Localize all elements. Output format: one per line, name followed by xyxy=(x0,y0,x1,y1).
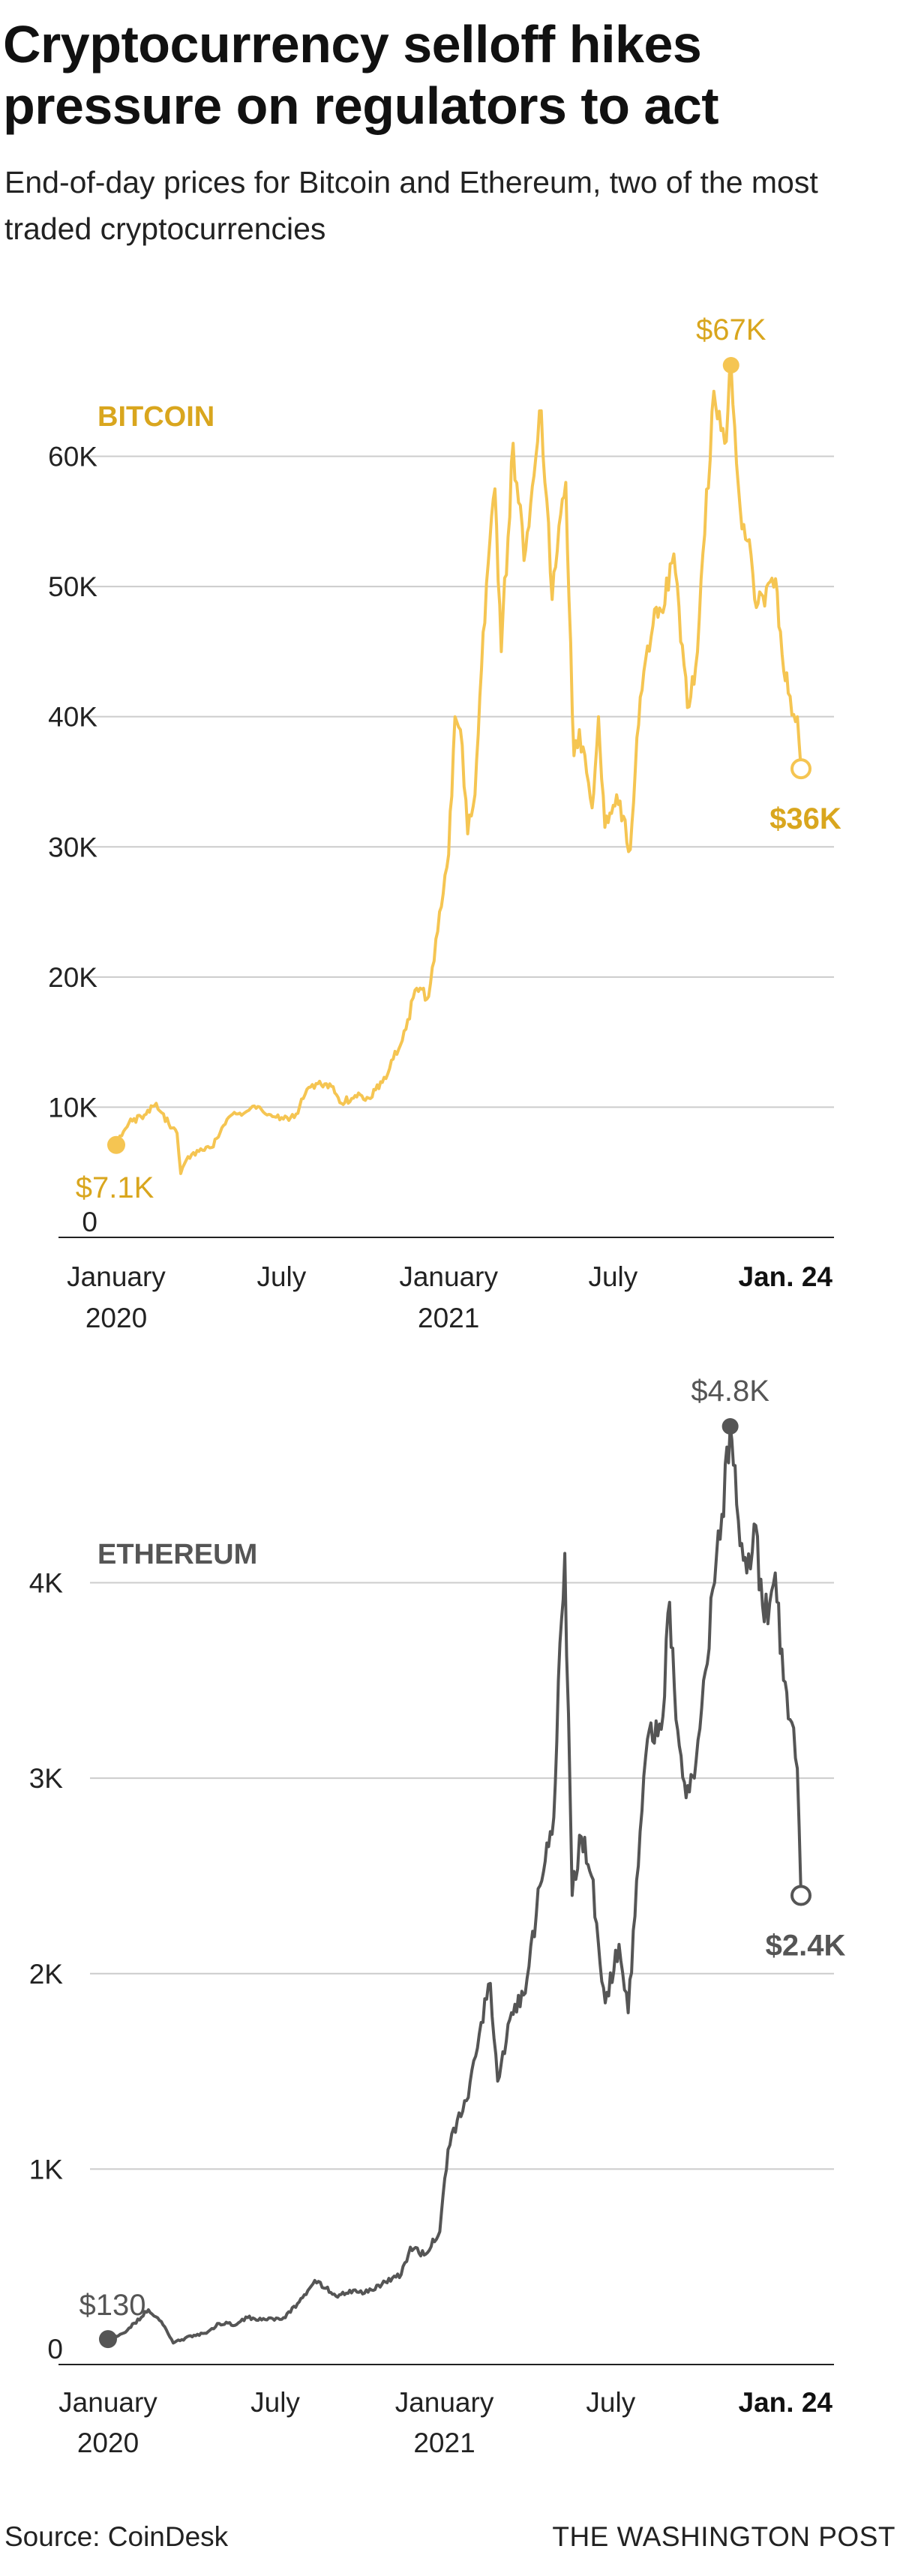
headline: Cryptocurrency selloff hikes pressure on… xyxy=(3,15,719,135)
x-tick-label-year: 2021 xyxy=(413,2428,475,2458)
series-label: ETHEREUM xyxy=(98,1539,257,1570)
end-point-marker xyxy=(790,758,812,780)
x-tick-label: July xyxy=(250,2387,300,2418)
y-tick-label: 60K xyxy=(48,442,98,472)
start-value-label: $7.1K xyxy=(76,1171,154,1204)
y-tick-label: 0 xyxy=(82,1207,98,1237)
y-tick-label: 4K xyxy=(29,1568,64,1599)
end-value-label: $2.4K xyxy=(766,1930,846,1963)
x-tick-label: January xyxy=(395,2387,494,2418)
x-tick-label: July xyxy=(256,1261,306,1292)
end-point-marker xyxy=(790,1885,812,1906)
series-label: BITCOIN xyxy=(98,401,214,433)
y-tick-label: 20K xyxy=(48,962,98,993)
x-tick-label: Jan. 24 xyxy=(739,2387,833,2418)
peak-point-marker xyxy=(722,1418,739,1435)
end-value-label: $36K xyxy=(770,802,842,835)
ethereum-chart: 0 1K 2K 3K 4K ETHEREUM January 2020 July January 2… xyxy=(29,1375,846,2458)
start-point-marker xyxy=(107,1135,125,1154)
x-tick-label-year: 2021 xyxy=(418,1303,479,1333)
y-tick-label: 1K xyxy=(29,2154,64,2185)
y-tick-label: 3K xyxy=(29,1763,64,1794)
source-note: Source: CoinDesk xyxy=(4,2521,229,2552)
x-tick-label: Jan. 24 xyxy=(739,1261,833,1292)
subtitle: End-of-day prices for Bitcoin and Ethere… xyxy=(4,165,818,246)
y-tick-label: 30K xyxy=(48,832,98,862)
y-tick-label: 0 xyxy=(47,2334,63,2365)
price-line xyxy=(115,364,802,1175)
x-tick-label: January xyxy=(67,1261,166,1292)
y-tick-label: 10K xyxy=(48,1092,98,1123)
x-tick-label-year: 2020 xyxy=(86,1303,147,1333)
peak-value-label: $4.8K xyxy=(691,1375,770,1408)
y-tick-label: 50K xyxy=(48,571,98,602)
x-tick-label-year: 2020 xyxy=(77,2428,139,2458)
x-tick-label: July xyxy=(588,1261,638,1292)
x-tick-label: January xyxy=(58,2387,158,2418)
start-value-label: $130 xyxy=(80,2289,146,2322)
x-tick-label: July xyxy=(586,2387,635,2418)
peak-point-marker xyxy=(722,357,740,373)
price-line xyxy=(106,1425,802,2345)
start-point-marker xyxy=(99,2330,117,2349)
publisher-credit: THE WASHINGTON POST xyxy=(552,2521,896,2552)
y-tick-label: 2K xyxy=(29,1959,64,1990)
peak-value-label: $67K xyxy=(696,313,766,346)
x-tick-label: January xyxy=(399,1261,498,1292)
y-tick-label: 40K xyxy=(48,702,98,733)
